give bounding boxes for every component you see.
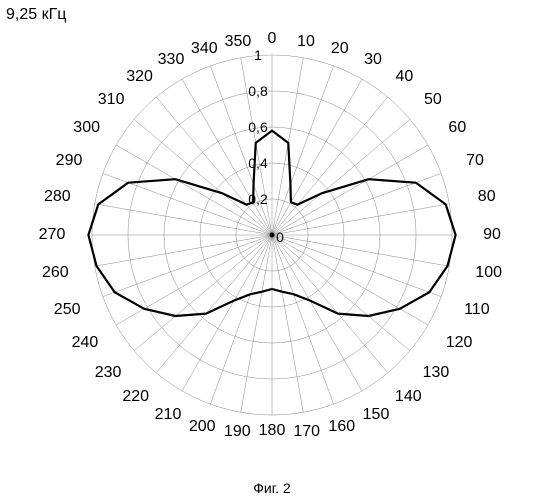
radial-label-1: 0,2 [248, 191, 267, 207]
angle-label-10: 10 [297, 33, 315, 51]
angle-label-100: 100 [475, 264, 502, 282]
angle-label-70: 70 [466, 152, 484, 170]
angle-label-190: 190 [224, 423, 251, 441]
angle-label-230: 230 [95, 364, 122, 382]
angle-label-220: 220 [122, 388, 149, 406]
angle-label-340: 340 [191, 40, 218, 58]
angle-label-110: 110 [464, 301, 490, 319]
radial-label-2: 0,4 [248, 155, 267, 171]
angle-label-120: 120 [446, 334, 473, 352]
radial-label-4: 0,8 [248, 83, 267, 99]
angle-label-130: 130 [423, 364, 450, 382]
figure-caption: Фиг. 2 [253, 480, 290, 496]
angle-label-330: 330 [158, 51, 185, 69]
angle-label-0: 0 [268, 30, 277, 48]
angle-label-280: 280 [44, 188, 71, 206]
angle-label-20: 20 [331, 40, 349, 58]
angle-label-350: 350 [225, 33, 252, 51]
angle-label-50: 50 [424, 91, 442, 109]
angle-label-200: 200 [189, 418, 216, 436]
angle-label-210: 210 [155, 406, 182, 424]
angle-label-260: 260 [42, 264, 69, 282]
angle-label-300: 300 [73, 119, 100, 137]
angle-label-270: 270 [39, 226, 66, 244]
angle-label-240: 240 [72, 334, 99, 352]
angle-label-170: 170 [293, 423, 320, 441]
angle-label-30: 30 [364, 51, 382, 69]
radial-label-3: 0,6 [248, 119, 267, 135]
frequency-label: 9,25 кГц [6, 6, 66, 24]
angle-label-180: 180 [259, 422, 286, 440]
angle-label-150: 150 [363, 406, 390, 424]
angle-label-310: 310 [98, 91, 125, 109]
radial-label-0: 0 [276, 229, 284, 245]
angle-label-40: 40 [396, 68, 414, 86]
angle-label-140: 140 [395, 388, 422, 406]
angle-label-90: 90 [483, 226, 501, 244]
angle-label-60: 60 [448, 119, 466, 137]
radial-label-5: 1 [254, 47, 262, 63]
angle-label-80: 80 [478, 188, 496, 206]
polar-chart-container: { "chart": { "type": "polar", "center": … [0, 0, 534, 500]
angle-label-250: 250 [54, 301, 81, 319]
angle-label-320: 320 [126, 68, 153, 86]
angle-label-290: 290 [56, 152, 83, 170]
angle-label-160: 160 [328, 418, 355, 436]
